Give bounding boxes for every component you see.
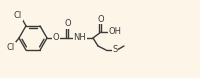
Text: OH: OH [108, 28, 122, 37]
Text: O: O [98, 15, 104, 23]
Text: Cl: Cl [14, 11, 22, 20]
Text: Cl: Cl [7, 43, 15, 51]
Text: NH: NH [74, 33, 86, 43]
Text: O: O [65, 20, 71, 28]
Text: O: O [53, 33, 59, 43]
Text: S: S [112, 45, 118, 55]
